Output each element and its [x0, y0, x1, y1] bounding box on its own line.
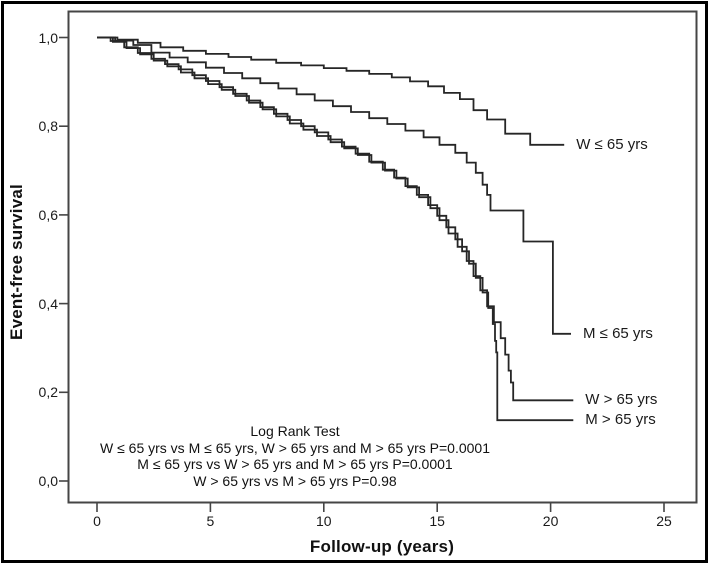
- plot-box: [67, 10, 698, 504]
- x-tick-label: 20: [542, 513, 559, 529]
- annotation-title: Log Rank Test: [250, 423, 340, 439]
- curve-label-m-le-65: M ≤ 65 yrs: [583, 324, 653, 342]
- annotation-line-2: W ≤ 65 yrs vs M ≤ 65 yrs, W > 65 yrs and…: [99, 439, 491, 456]
- x-tick-label: 25: [656, 513, 672, 529]
- x-axis-title: Follow-up (years): [309, 537, 455, 556]
- x-tick-label: 5: [206, 513, 215, 529]
- y-tick-label: 0,0: [38, 473, 58, 489]
- x-tick-label: 10: [316, 513, 332, 529]
- x-tick-label: 0: [93, 513, 101, 529]
- annotation-line-4: W > 65 yrs vs M > 65 yrs P=0.98: [193, 472, 397, 489]
- curve-label-w-gt-65: W > 65 yrs: [585, 391, 658, 409]
- survival-curve-1: [97, 36, 571, 335]
- curve-label-m-gt-65: M > 65 yrs: [585, 411, 656, 429]
- annotation-line-3: M ≤ 65 yrs vs W > 65 yrs and M > 65 yrs …: [137, 456, 453, 472]
- y-tick-label: 0,8: [38, 118, 58, 135]
- survival-curve-3: [97, 36, 574, 422]
- survival-curve-2: [97, 36, 574, 402]
- y-tick-label: 0,2: [38, 384, 58, 401]
- curve-label-w-le-65: W ≤ 65 yrs: [576, 135, 648, 153]
- survival-curve-0: [97, 36, 565, 146]
- y-tick-label: 0,4: [38, 295, 58, 312]
- log-rank-annotation: Log Rank Test W ≤ 65 yrs vs M ≤ 65 yrs, …: [100, 423, 490, 489]
- x-tick-label: 15: [429, 513, 445, 529]
- y-tick-label: 1,0: [38, 29, 58, 46]
- y-tick-label: 0,6: [38, 206, 58, 223]
